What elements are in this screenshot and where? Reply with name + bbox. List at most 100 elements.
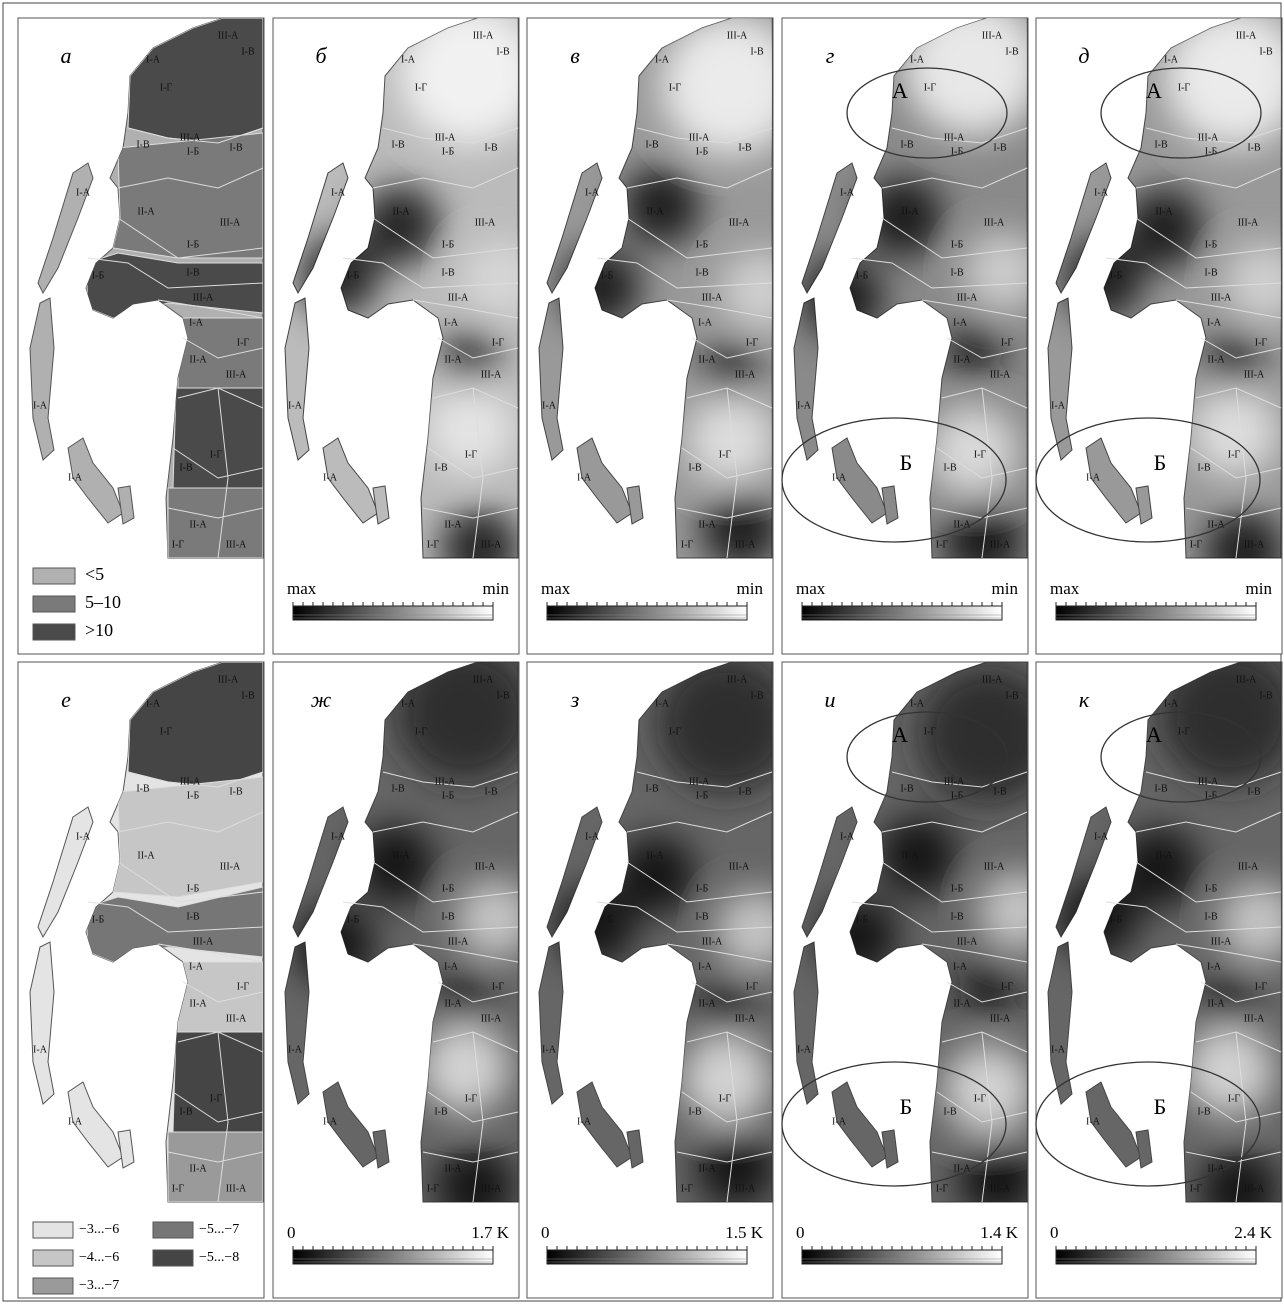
region-label: III-А (1238, 217, 1259, 228)
region-label: I-А (146, 698, 161, 709)
region-label: I-В (1154, 783, 1168, 794)
region-label: I-Б (951, 239, 964, 250)
region-label: III-А (226, 539, 247, 550)
region-label: III-А (448, 936, 469, 947)
region-label: II-А (1207, 998, 1225, 1009)
region-label: I-Г (1001, 981, 1014, 992)
region-label: I-В (738, 142, 752, 153)
region-label: II-А (1207, 354, 1225, 365)
region-label: I-В (179, 462, 193, 473)
region-label: I-Б (1205, 239, 1218, 250)
panel: III-АI-ВI-АI-ГIII-АI-ВI-БI-ВI-АII-АIII-А… (527, 654, 796, 1298)
zone-label: А (892, 722, 908, 747)
region-label: I-Г (237, 337, 250, 348)
region-label: I-А (76, 831, 91, 842)
region-label: I-А (444, 961, 459, 972)
region-label: I-Б (856, 270, 869, 281)
region-label: I-Г (210, 1093, 223, 1104)
legend-label: −4...−6 (79, 1250, 119, 1265)
panel-letter: г (826, 43, 835, 68)
region-label: I-А (1207, 961, 1222, 972)
region-label: II-А (392, 206, 410, 217)
region-label: II-А (189, 1163, 207, 1174)
region-label: I-А (655, 54, 670, 65)
region-label: III-А (226, 369, 247, 380)
region-label: I-Г (681, 539, 694, 550)
panel: III-АI-ВI-АI-ГIII-АI-ВI-БI-ВI-АII-АIII-А… (1036, 7, 1284, 654)
region-label: I-Б (347, 270, 360, 281)
region-label: I-А (577, 1116, 592, 1127)
region-label: III-А (473, 674, 494, 685)
legend-swatch (153, 1250, 193, 1266)
region-label: III-А (982, 674, 1003, 685)
region-label: I-Г (1228, 1093, 1241, 1104)
region-label: III-А (689, 132, 710, 143)
region-label: I-Г (924, 726, 937, 737)
region-label: III-А (473, 30, 494, 41)
region-label: I-А (33, 400, 48, 411)
region-label: III-А (1211, 292, 1232, 303)
panel: III-АI-ВI-АI-ГIII-АI-ВI-БI-ВI-АII-АIII-А… (782, 662, 1058, 1298)
scale-label-right: min (737, 579, 764, 598)
region-label: III-А (435, 132, 456, 143)
scale-label-right: 1.4 K (980, 1223, 1019, 1242)
legend-swatch (33, 1278, 73, 1294)
region-label: I-Б (1205, 883, 1218, 894)
region-label: I-В (434, 462, 448, 473)
panel-letter: з (570, 687, 580, 712)
panel: III-АI-ВI-АI-ГIII-АI-ВI-БI-ВI-АII-АIII-А… (18, 18, 264, 654)
region-label: I-В (484, 786, 498, 797)
region-label: I-Г (160, 82, 173, 93)
zone-label: Б (1154, 450, 1167, 475)
region-label: I-В (1197, 462, 1211, 473)
region-label: I-Г (1178, 82, 1191, 93)
region-label: III-А (481, 539, 502, 550)
legend-swatch (33, 1250, 73, 1266)
region-label: II-А (953, 998, 971, 1009)
region-label: I-А (401, 54, 416, 65)
region-label: I-Б (696, 146, 709, 157)
region-label: II-А (901, 850, 919, 861)
region-label: I-В (241, 46, 255, 57)
region-label: III-А (1211, 936, 1232, 947)
region-label: I-Б (696, 239, 709, 250)
region-label: I-А (577, 472, 592, 483)
region-label: I-Б (951, 883, 964, 894)
region-label: III-А (1244, 1013, 1265, 1024)
region-label: III-А (990, 1013, 1011, 1024)
region-label: I-Б (92, 270, 105, 281)
legend-label: 5–10 (85, 592, 121, 612)
zone-label: А (1146, 78, 1162, 103)
region-label: I-А (323, 472, 338, 483)
region-label: I-Г (1001, 337, 1014, 348)
region-label: I-А (76, 187, 91, 198)
region-label: I-А (189, 317, 204, 328)
region-label: I-В (900, 139, 914, 150)
region-label: III-А (226, 1183, 247, 1194)
region-label: III-А (982, 30, 1003, 41)
region-label: II-А (1155, 850, 1173, 861)
region-label: III-А (735, 539, 756, 550)
region-label: III-А (1238, 861, 1259, 872)
scale-label-right: min (992, 579, 1019, 598)
scale-label-left: max (541, 579, 571, 598)
region-label: III-А (944, 776, 965, 787)
region-label: I-А (444, 317, 459, 328)
panel-letter: и (825, 687, 836, 712)
intensity-blob (425, 384, 515, 474)
region-label: I-Г (719, 1093, 732, 1104)
region-label: I-А (910, 698, 925, 709)
region-label: II-А (1155, 206, 1173, 217)
region-label: II-А (444, 519, 462, 530)
region-label: II-А (444, 1163, 462, 1174)
region-label: I-Б (1110, 270, 1123, 281)
region-label: I-В (391, 783, 405, 794)
region-label: I-Г (427, 1183, 440, 1194)
region-label: I-В (1204, 911, 1218, 922)
region-label: I-Б (856, 914, 869, 925)
region-label: I-Б (347, 914, 360, 925)
region-label: I-Г (492, 337, 505, 348)
region-label: I-Г (669, 726, 682, 737)
region-label: II-А (189, 354, 207, 365)
region-label: I-Г (1255, 981, 1268, 992)
